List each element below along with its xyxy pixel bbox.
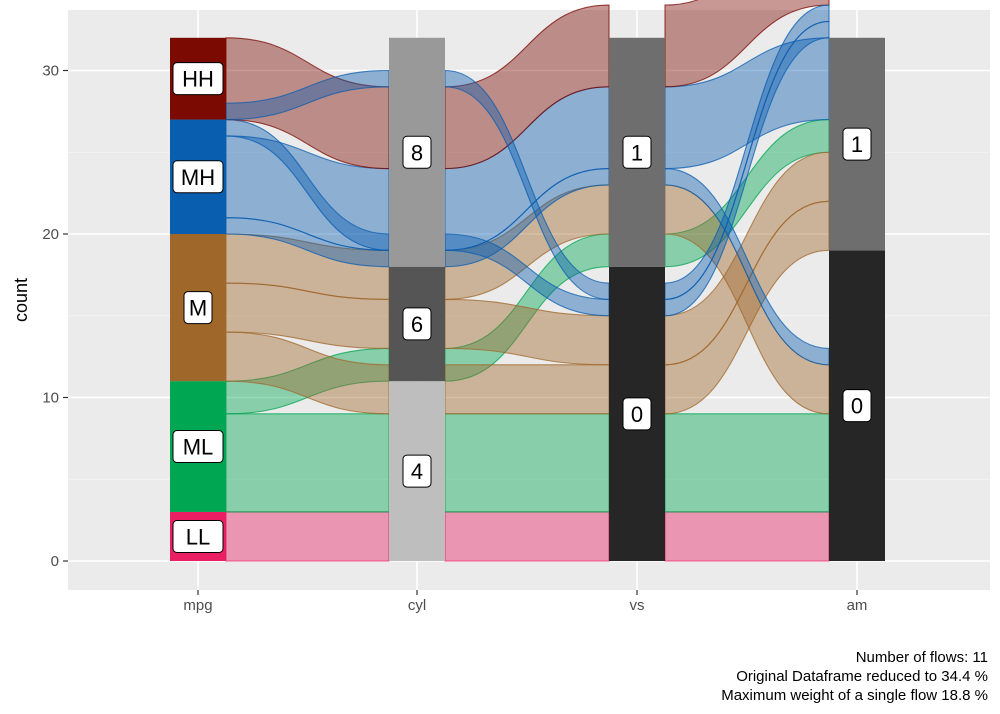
flow-ribbon: [444, 413, 610, 513]
caption-line-1: Number of flows: 11: [856, 649, 988, 666]
strata: LL ML M MH HH 4 6 8 0 1 0 1: [170, 37, 885, 561]
x-tick-label-vs: vs: [630, 597, 645, 614]
caption-line-3: Maximum weight of a single flow 18.8 %: [721, 687, 988, 704]
flow-ribbon: [664, 511, 830, 562]
caption-line-2: Original Dataframe reduced to 34.4 %: [736, 668, 988, 685]
stratum-label: M: [189, 296, 207, 321]
stratum-cyl-6: 6: [389, 266, 445, 382]
stratum-label-box: [172, 62, 224, 96]
stratum-label: 1: [631, 140, 643, 165]
stratum-label: HH: [182, 67, 214, 92]
flow-ribbon: [225, 413, 390, 513]
flow-M-6: [225, 184, 830, 415]
stratum-label: LL: [186, 524, 210, 549]
stratum-vs-1: 1: [609, 37, 665, 267]
y-axis-title: count: [11, 278, 31, 322]
stratum-mpg-ML: ML: [170, 381, 226, 512]
y-tick-label: 0: [51, 553, 59, 570]
stratum-label: MH: [181, 165, 215, 190]
flow-ribbon: [664, 413, 830, 513]
stratum-label: 1: [851, 132, 863, 157]
stratum-label: 0: [631, 402, 643, 427]
flow-MH-11: [225, 4, 830, 300]
flows: [225, 0, 830, 562]
x-tick-label-cyl: cyl: [408, 597, 426, 614]
flow-ribbon: [664, 4, 830, 300]
stratum-cyl-8: 8: [389, 37, 445, 267]
y-axis-ticks: 0 10 20 30: [42, 63, 68, 570]
stratum-am-1: 1: [829, 37, 885, 251]
stratum-label: 0: [851, 394, 863, 419]
stratum-label-box: [183, 291, 213, 325]
stratum-label-box: [402, 307, 432, 341]
x-axis-ticks: mpg cyl vs am: [183, 590, 867, 614]
stratum-label-box: [622, 397, 652, 431]
stratum-vs-0: 0: [609, 266, 665, 561]
stratum-am-0: 0: [829, 250, 885, 561]
stratum-label-box: [842, 127, 872, 161]
stratum-label: 4: [411, 459, 423, 484]
stratum-label-box: [622, 135, 652, 169]
y-tick-label: 10: [42, 390, 59, 407]
stratum-mpg-LL: LL: [170, 511, 226, 561]
x-tick-label-am: am: [847, 597, 868, 614]
y-tick-label: 30: [42, 63, 59, 80]
flow-M-4: [225, 200, 830, 415]
stratum-label: ML: [183, 435, 214, 460]
flow-ribbon: [444, 511, 610, 562]
stratum-cyl-4: 4: [389, 381, 445, 561]
stratum-label-box: [172, 519, 224, 553]
stratum-label: 6: [411, 312, 423, 337]
x-tick-label-mpg: mpg: [183, 597, 212, 614]
flow-ribbon: [444, 364, 610, 415]
flow-LL-1: [225, 511, 830, 562]
stratum-mpg-HH: HH: [170, 37, 226, 120]
flow-ribbon: [225, 511, 390, 562]
flow-ML-2: [225, 413, 830, 513]
stratum-label-box: [172, 430, 224, 464]
stratum-label: 8: [411, 140, 423, 165]
y-tick-label: 20: [42, 226, 59, 243]
stratum-label-box: [172, 160, 224, 194]
stratum-label-box: [402, 454, 432, 488]
stratum-label-box: [402, 135, 432, 169]
stratum-label-box: [842, 389, 872, 423]
stratum-mpg-MH: MH: [170, 119, 226, 234]
stratum-mpg-M: M: [170, 234, 226, 382]
